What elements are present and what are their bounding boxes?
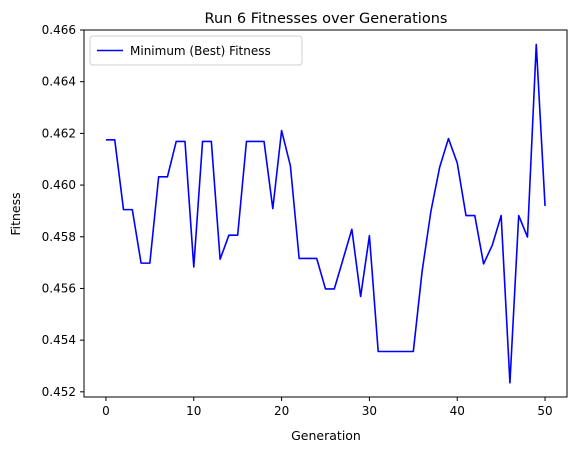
data-point	[149, 262, 151, 264]
data-point	[509, 382, 511, 384]
x-tick-label: 20	[274, 404, 289, 418]
data-point	[544, 205, 546, 207]
y-tick-label: 0.454	[42, 333, 76, 347]
x-tick-label: 10	[186, 404, 201, 418]
data-point	[369, 235, 371, 237]
data-point	[448, 138, 450, 140]
legend: Minimum (Best) Fitness	[89, 35, 303, 66]
data-point	[377, 351, 379, 353]
y-tick-label: 0.456	[42, 281, 76, 295]
data-point	[158, 176, 160, 178]
data-point	[527, 236, 529, 238]
data-point	[167, 176, 169, 178]
data-point	[202, 141, 204, 143]
x-tick-label: 30	[362, 404, 377, 418]
data-point	[254, 141, 256, 143]
data-point	[395, 351, 397, 353]
legend-label: Minimum (Best) Fitness	[130, 44, 271, 58]
data-point	[500, 215, 502, 217]
data-point	[333, 288, 335, 290]
x-axis-label: Generation	[291, 428, 361, 443]
data-point	[272, 208, 274, 210]
data-point	[281, 130, 283, 132]
data-point	[360, 296, 362, 298]
y-tick-label: 0.464	[42, 75, 76, 89]
data-point	[351, 228, 353, 230]
data-point	[535, 44, 537, 46]
data-point	[237, 234, 239, 236]
x-tick-label: 0	[102, 404, 110, 418]
data-point	[404, 351, 406, 353]
y-tick-label: 0.458	[42, 230, 76, 244]
data-point	[290, 165, 292, 167]
data-point	[175, 141, 177, 143]
data-point	[518, 215, 520, 217]
plot-frame	[83, 29, 568, 398]
y-tick-label: 0.460	[42, 178, 76, 192]
data-point	[132, 209, 134, 211]
data-point	[421, 271, 423, 273]
series-line	[105, 43, 546, 384]
y-tick-label: 0.452	[42, 385, 76, 399]
x-axis-ticks: 0 10 20 30 40 50	[102, 397, 553, 418]
y-axis-label: Fitness	[8, 192, 23, 235]
y-tick-label: 0.462	[42, 126, 76, 140]
y-axis-ticks: 0.452 0.454 0.456 0.458 0.460 0.462 0.464 0.466	[42, 23, 84, 399]
data-point	[123, 209, 125, 211]
data-point	[456, 162, 458, 164]
data-point	[219, 258, 221, 260]
data-point	[474, 215, 476, 217]
data-point	[465, 215, 467, 217]
data-point	[325, 288, 327, 290]
data-point	[246, 141, 248, 143]
data-point	[114, 139, 116, 141]
data-point	[316, 258, 318, 260]
data-point	[342, 258, 344, 260]
legend-box	[89, 35, 303, 66]
data-point	[492, 244, 494, 246]
data-point	[439, 166, 441, 168]
data-point	[307, 258, 309, 260]
data-point	[211, 141, 213, 143]
y-tick-label: 0.466	[42, 23, 76, 37]
x-tick-label: 50	[537, 404, 552, 418]
x-tick-label: 40	[450, 404, 465, 418]
data-point	[193, 266, 195, 268]
data-point	[386, 351, 388, 353]
series-layer	[105, 43, 546, 384]
data-point	[483, 263, 485, 265]
data-point	[430, 211, 432, 213]
data-point	[105, 139, 107, 141]
data-point	[140, 262, 142, 264]
data-point	[184, 141, 186, 143]
data-point	[228, 234, 230, 236]
data-point	[413, 351, 415, 353]
data-point	[298, 258, 300, 260]
chart-title: Run 6 Fitnesses over Generations	[205, 11, 448, 27]
data-point	[263, 141, 265, 143]
